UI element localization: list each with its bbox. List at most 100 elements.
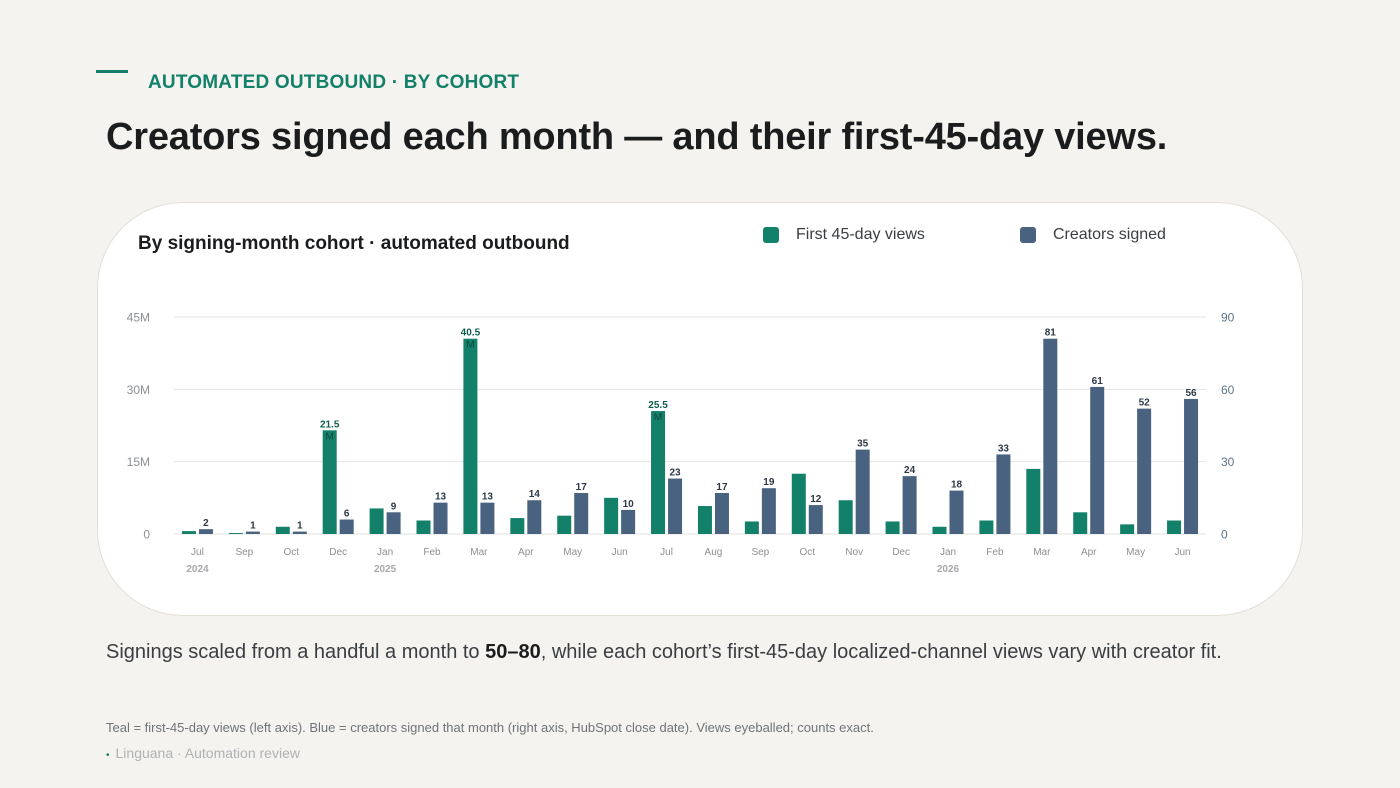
- signed-bar: [1090, 386, 1105, 534]
- views-bar: [651, 411, 666, 534]
- signed-bar: [761, 488, 776, 534]
- y-left-tick-label: 45M: [127, 311, 150, 325]
- signed-data-label: 1: [250, 521, 256, 532]
- signed-data-label: 10: [623, 499, 635, 510]
- y-left-tick-label: 15M: [127, 455, 150, 469]
- signed-data-label: 6: [344, 509, 350, 520]
- views-data-label-unit: M: [654, 412, 662, 423]
- signed-bar: [855, 449, 870, 534]
- signed-bar: [198, 529, 213, 534]
- signed-bar: [574, 493, 589, 534]
- signed-data-label: 19: [763, 477, 775, 488]
- x-tick-label: Oct: [283, 547, 299, 558]
- signed-data-label: 23: [669, 468, 681, 479]
- signed-bar: [1137, 408, 1152, 534]
- chart-footnote: Teal = first-45-day views (left axis). B…: [106, 720, 874, 735]
- y-right-tick-label: 90: [1221, 311, 1235, 325]
- views-bar: [369, 508, 384, 534]
- page-title: Creators signed each month — and their f…: [106, 116, 1168, 158]
- x-year-label: 2024: [186, 564, 209, 575]
- views-data-label: 40.5: [461, 328, 481, 339]
- legend-swatch-signed: [1020, 227, 1036, 243]
- x-tick-label: Jul: [660, 547, 673, 558]
- source-text: Linguana · Automation review: [115, 745, 300, 761]
- legend-swatch-views: [763, 227, 779, 243]
- x-tick-label: Nov: [845, 547, 863, 558]
- signed-bar: [245, 531, 260, 534]
- signed-data-label: 12: [810, 494, 822, 505]
- views-bar: [181, 531, 196, 534]
- x-tick-label: Apr: [1081, 547, 1097, 558]
- views-bar: [1073, 512, 1088, 534]
- signed-bar: [902, 476, 917, 534]
- legend-label-views: First 45-day views: [796, 226, 925, 243]
- eyebrow-accent-rule: [96, 70, 128, 73]
- views-bar: [322, 430, 337, 534]
- views-bar: [604, 497, 619, 534]
- x-tick-label: Jan: [940, 547, 956, 558]
- views-bar: [1167, 520, 1182, 534]
- x-tick-label: Mar: [1033, 547, 1051, 558]
- views-bar: [979, 520, 994, 534]
- views-bar: [228, 533, 243, 534]
- signed-data-label: 33: [998, 443, 1010, 454]
- legend-item-views: First 45-day views: [763, 226, 925, 244]
- source-bullet: •: [106, 750, 110, 761]
- signed-data-label: 17: [576, 482, 588, 493]
- x-tick-label: Jul: [191, 547, 204, 558]
- views-bar: [510, 518, 525, 534]
- x-tick-label: Feb: [986, 547, 1004, 558]
- x-year-label: 2025: [374, 564, 397, 575]
- x-year-label: 2026: [937, 564, 960, 575]
- signed-data-label: 1: [297, 521, 303, 532]
- views-data-label-unit: M: [466, 340, 474, 351]
- views-data-label: 25.5: [648, 400, 668, 411]
- signed-bar: [949, 490, 964, 534]
- views-bar: [885, 521, 900, 534]
- signed-data-label: 81: [1045, 328, 1057, 339]
- y-right-tick-label: 0: [1221, 528, 1228, 542]
- legend-item-signed: Creators signed: [1020, 226, 1166, 244]
- views-bar: [1120, 524, 1135, 534]
- signed-bar: [480, 502, 495, 534]
- x-tick-label: Feb: [423, 547, 441, 558]
- x-tick-label: Apr: [518, 547, 534, 558]
- y-right-tick-label: 60: [1221, 383, 1235, 397]
- y-right-tick-label: 30: [1221, 455, 1235, 469]
- x-tick-label: Mar: [470, 547, 488, 558]
- signed-bar: [668, 478, 683, 534]
- signed-bar: [1184, 398, 1199, 534]
- signed-data-label: 24: [904, 465, 916, 476]
- signed-data-label: 52: [1139, 398, 1151, 409]
- views-bar: [932, 526, 947, 534]
- signed-data-label: 13: [482, 492, 494, 503]
- views-bar: [275, 526, 290, 534]
- chart-caption: Signings scaled from a handful a month t…: [106, 641, 1222, 664]
- signed-bar: [527, 500, 542, 534]
- signed-bar: [714, 493, 729, 534]
- signed-data-label: 17: [716, 482, 728, 493]
- x-tick-label: Sep: [751, 547, 769, 558]
- signed-bar: [292, 531, 307, 534]
- signed-data-label: 2: [203, 518, 209, 529]
- y-left-tick-label: 30M: [127, 383, 150, 397]
- signed-bar: [808, 505, 823, 534]
- views-bar: [838, 500, 853, 534]
- x-tick-label: Aug: [705, 547, 723, 558]
- views-bar: [744, 521, 759, 534]
- signed-bar: [433, 502, 448, 534]
- y-left-tick-label: 0: [143, 528, 150, 542]
- signed-data-label: 56: [1185, 388, 1197, 399]
- views-data-label: 21.5: [320, 419, 340, 430]
- legend-label-signed: Creators signed: [1053, 226, 1166, 243]
- section-eyebrow: AUTOMATED OUTBOUND · BY COHORT: [148, 72, 520, 93]
- signed-data-label: 35: [857, 439, 869, 450]
- views-bar: [1026, 468, 1041, 534]
- chart-title: By signing-month cohort · automated outb…: [138, 233, 570, 254]
- views-bar: [463, 338, 478, 534]
- signed-bar: [1043, 338, 1058, 534]
- signed-data-label: 14: [529, 489, 541, 500]
- x-tick-label: May: [563, 547, 582, 558]
- views-data-label-unit: M: [326, 431, 334, 442]
